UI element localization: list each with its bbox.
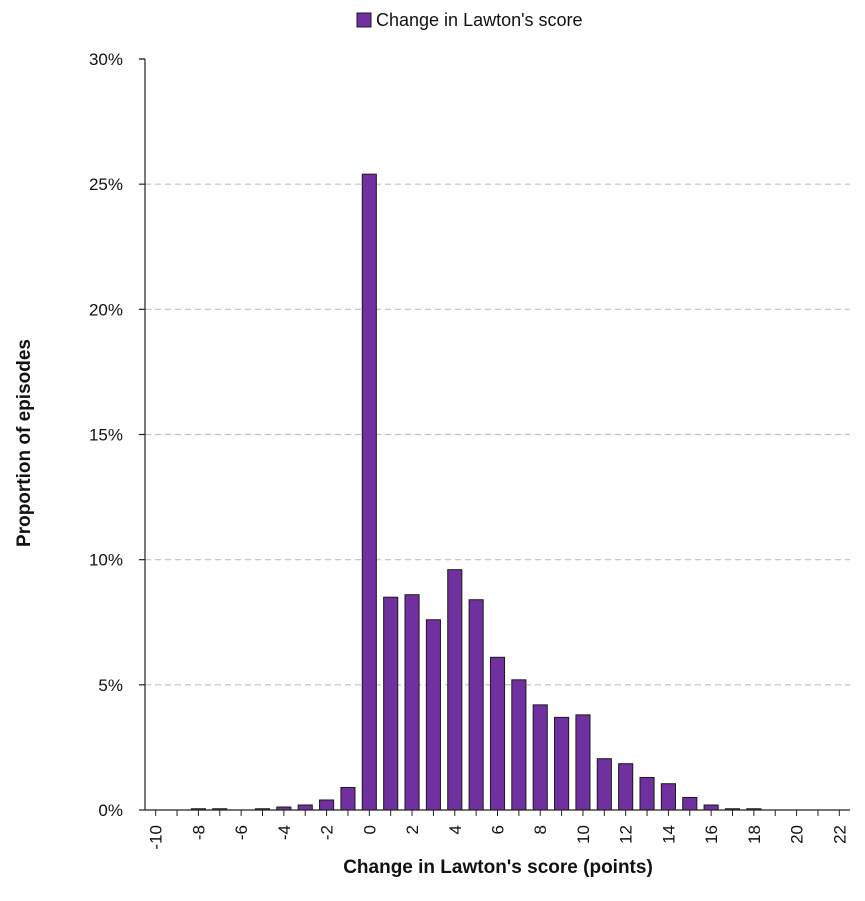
x-tick-label: 14 (659, 825, 678, 844)
x-tick-label: -6 (232, 825, 251, 840)
bar (596, 758, 612, 811)
x-tick-label: 6 (489, 825, 508, 834)
bar (383, 596, 399, 811)
bar (340, 786, 356, 811)
x-tick-label: -10 (147, 825, 166, 850)
bar (682, 796, 698, 811)
bar (489, 656, 506, 811)
bar (319, 799, 335, 811)
bar (554, 716, 570, 811)
bars (190, 173, 762, 811)
bar (425, 619, 441, 811)
bar (575, 714, 591, 811)
y-tick-label: 25% (89, 175, 123, 194)
bar (361, 173, 377, 811)
y-tick-label: 15% (89, 426, 123, 445)
bar (532, 704, 548, 811)
x-tick-label: -2 (318, 825, 337, 840)
y-tick-label: 0% (98, 801, 123, 820)
y-tick-label: 30% (89, 50, 123, 69)
y-tick-label: 5% (98, 676, 123, 695)
y-tick-labels: 0% 5% 10% 15% 20% 25% 30% (89, 50, 145, 820)
bar (618, 763, 634, 811)
y-tick-label: 20% (89, 300, 123, 319)
x-tick-label: 16 (702, 825, 721, 844)
x-tick-label: 18 (745, 825, 764, 844)
y-tick-label: 10% (89, 551, 123, 570)
legend-label: Change in Lawton's score (376, 10, 583, 30)
legend: Change in Lawton's score (356, 10, 583, 30)
bar (511, 679, 527, 811)
x-tick-label: -8 (189, 825, 208, 840)
y-axis-title: Proportion of episodes (14, 339, 35, 547)
x-tick-labels: -10 -8 -6 -4 -2 0 2 4 6 8 10 12 14 16 18 20 22 (147, 810, 849, 850)
legend-swatch (356, 12, 372, 28)
x-tick-label: 8 (531, 825, 550, 834)
x-tick-label: 22 (830, 825, 849, 844)
x-tick-label: -4 (275, 825, 294, 840)
bar (639, 776, 655, 811)
bar (660, 783, 676, 811)
x-tick-label: 0 (360, 825, 379, 834)
gridlines (145, 183, 850, 686)
x-tick-label: 12 (617, 825, 636, 844)
bar (447, 569, 463, 811)
bar (468, 599, 484, 811)
bar (703, 804, 719, 811)
bar (404, 594, 420, 811)
bar (297, 804, 313, 811)
x-tick-label: 10 (574, 825, 593, 844)
x-tick-label: 4 (446, 825, 465, 834)
x-tick-label: 2 (403, 825, 422, 834)
x-tick-label: 20 (788, 825, 807, 844)
x-axis-title: Change in Lawton's score (points) (343, 857, 653, 878)
